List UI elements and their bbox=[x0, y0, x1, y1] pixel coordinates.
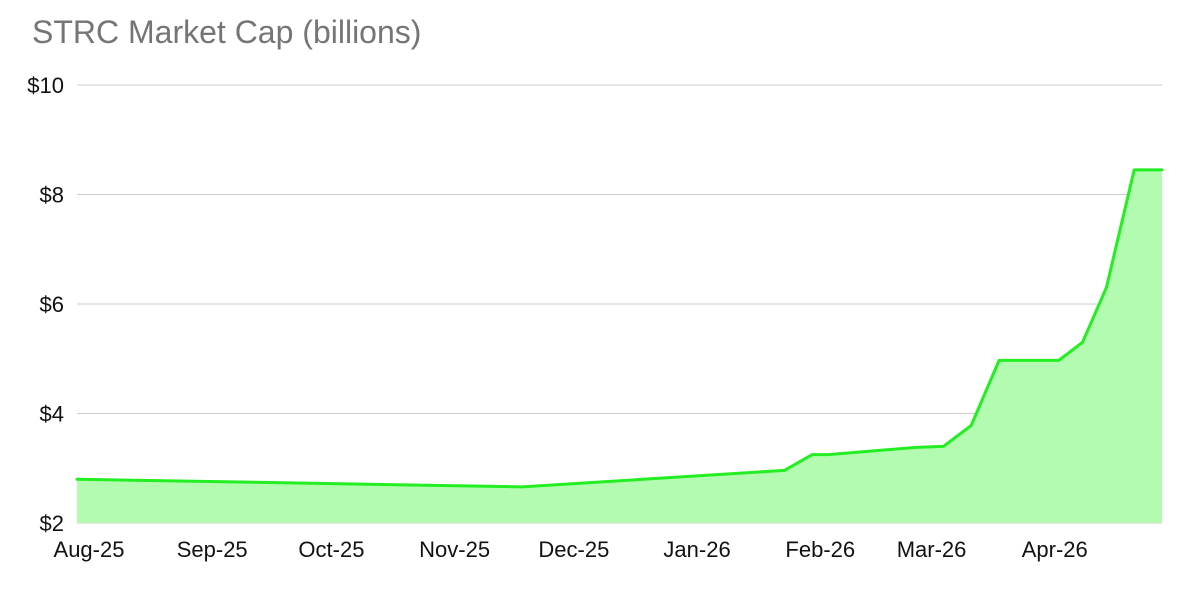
y-tick-label-8: $8 bbox=[40, 183, 64, 208]
y-tick-label-4: $4 bbox=[40, 402, 64, 427]
chart-title: STRC Market Cap (billions) bbox=[32, 14, 422, 50]
area-fill bbox=[77, 169, 1162, 523]
x-tick-label-oct-25: Oct-25 bbox=[298, 537, 364, 562]
y-tick-label-6: $6 bbox=[40, 292, 64, 317]
x-tick-label-aug-25: Aug-25 bbox=[54, 537, 125, 562]
x-axis-labels: Aug-25 Sep-25 Oct-25 Nov-25 Dec-25 Jan-26 Feb-… bbox=[54, 537, 1088, 562]
x-tick-label-jan-26: Jan-26 bbox=[663, 537, 730, 562]
y-tick-label-2: $2 bbox=[40, 511, 64, 536]
y-axis-labels: $2 $4 $6 $8 $10 bbox=[27, 73, 64, 536]
x-tick-label-dec-25: Dec-25 bbox=[538, 537, 609, 562]
area-series bbox=[75, 168, 1164, 523]
x-tick-label-feb-26: Feb-26 bbox=[785, 537, 855, 562]
y-tick-label-10: $10 bbox=[27, 73, 64, 98]
x-tick-label-nov-25: Nov-25 bbox=[419, 537, 490, 562]
x-tick-label-sep-25: Sep-25 bbox=[177, 537, 248, 562]
x-tick-label-mar-26: Mar-26 bbox=[897, 537, 967, 562]
x-tick-label-apr-26: Apr-26 bbox=[1022, 537, 1088, 562]
series-line bbox=[75, 168, 1164, 489]
